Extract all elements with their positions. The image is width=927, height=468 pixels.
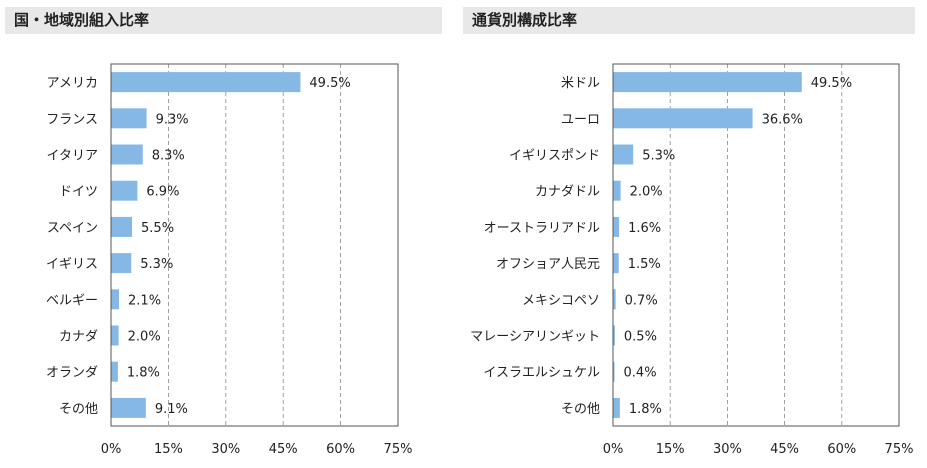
- value-label: 1.6%: [628, 221, 661, 236]
- x-tick-label: 75%: [384, 442, 413, 457]
- currency-chart-title: 通貨別構成比率: [463, 7, 915, 34]
- value-label: 0.4%: [624, 366, 657, 381]
- value-label: 1.8%: [127, 366, 160, 381]
- category-label: オランダ: [46, 366, 98, 381]
- value-label: 49.5%: [811, 76, 852, 91]
- category-label: イギリス: [46, 257, 98, 272]
- bar: [613, 325, 615, 346]
- category-label: その他: [59, 402, 98, 417]
- x-tick-label: 60%: [827, 442, 856, 457]
- x-tick-label: 45%: [770, 442, 799, 457]
- bar: [111, 180, 138, 201]
- bar: [613, 361, 615, 382]
- bar: [613, 72, 802, 93]
- category-label: イスラエルシュケル: [483, 366, 600, 381]
- bar: [111, 397, 146, 418]
- country-chart-title: 国・地域別組入比率: [5, 7, 442, 34]
- value-label: 2.0%: [128, 330, 161, 345]
- bar: [613, 289, 616, 310]
- value-label: 9.3%: [156, 112, 189, 127]
- category-label: その他: [561, 402, 600, 417]
- value-label: 2.1%: [128, 293, 161, 308]
- value-label: 36.6%: [762, 112, 803, 127]
- country-allocation-panel: 国・地域別組入比率 アメリカ 49.5% フランス 9.3% イタリア 8.3% ドイツ 6.…: [0, 0, 460, 468]
- category-label: メキシコペソ: [522, 293, 600, 308]
- bar: [613, 397, 620, 418]
- bar: [111, 253, 132, 274]
- bar: [613, 180, 621, 201]
- bar: [111, 325, 119, 346]
- value-label: 5.3%: [140, 257, 173, 272]
- value-label: 1.5%: [628, 257, 661, 272]
- category-label: イギリスポンド: [509, 149, 600, 164]
- bar: [111, 72, 301, 93]
- bar: [111, 361, 118, 382]
- bar: [111, 289, 120, 310]
- category-label: オーストラリアドル: [484, 221, 600, 236]
- bar: [613, 108, 753, 129]
- category-label: アメリカ: [47, 76, 98, 91]
- bar: [111, 144, 143, 165]
- bar: [613, 253, 619, 274]
- value-label: 5.5%: [141, 221, 174, 236]
- bar: [613, 216, 620, 237]
- country-allocation-chart: アメリカ 49.5% フランス 9.3% イタリア 8.3% ドイツ 6.9% スペイン 5.5%…: [46, 63, 413, 457]
- value-label: 6.9%: [146, 185, 179, 200]
- value-label: 1.8%: [629, 402, 662, 417]
- x-tick-label: 15%: [154, 442, 183, 457]
- value-label: 9.1%: [155, 402, 188, 417]
- value-label: 2.0%: [630, 185, 663, 200]
- plot-frame: [612, 63, 900, 427]
- value-label: 0.7%: [625, 293, 658, 308]
- value-label: 8.3%: [152, 149, 185, 164]
- x-tick-label: 30%: [713, 442, 742, 457]
- x-tick-label: 45%: [269, 442, 298, 457]
- value-label: 49.5%: [309, 76, 350, 91]
- category-label: マレーシアリンギット: [470, 330, 600, 345]
- x-tick-label: 30%: [211, 442, 240, 457]
- category-label: イタリア: [47, 149, 98, 164]
- category-label: カナダ: [59, 330, 98, 345]
- bar: [613, 144, 634, 165]
- plot-frame: [110, 63, 399, 427]
- category-label: 米ドル: [561, 76, 600, 91]
- bar: [111, 216, 133, 237]
- currency-allocation-chart: 米ドル 49.5% ユーロ 36.6% イギリスポンド 5.3% カナダドル 2.0% オースト…: [470, 63, 914, 457]
- category-label: オフショア人民元: [496, 257, 600, 272]
- category-label: フランス: [46, 112, 98, 127]
- x-tick-label: 60%: [326, 442, 355, 457]
- category-label: ユーロ: [561, 112, 600, 127]
- value-label: 0.5%: [624, 330, 657, 345]
- x-tick-label: 75%: [885, 442, 914, 457]
- category-label: カナダドル: [535, 185, 600, 200]
- value-label: 5.3%: [642, 149, 675, 164]
- bar: [111, 108, 147, 129]
- x-tick-label: 0%: [603, 442, 624, 457]
- category-label: スペイン: [47, 221, 98, 236]
- currency-allocation-panel: 通貨別構成比率 米ドル 49.5% ユーロ 36.6% イギリスポンド 5.3% カナダドル…: [460, 0, 927, 468]
- category-label: ベルギー: [46, 293, 98, 308]
- x-tick-label: 15%: [656, 442, 685, 457]
- category-label: ドイツ: [59, 185, 98, 200]
- x-tick-label: 0%: [101, 442, 122, 457]
